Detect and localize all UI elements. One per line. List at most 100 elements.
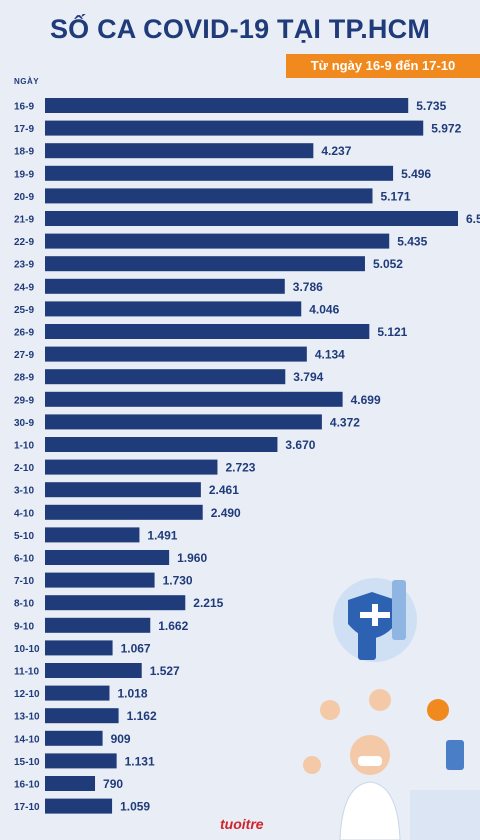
chart-title: SỐ CA COVID-19 TẠI TP.HCM (49, 14, 431, 44)
avatar-icon (303, 756, 321, 774)
category-label: 23-9 (14, 260, 34, 271)
bar (45, 391, 343, 407)
category-label: 25-9 (14, 305, 34, 316)
category-label: 27-9 (14, 350, 34, 361)
bar (45, 301, 302, 317)
category-label: 2-10 (14, 463, 34, 474)
bar (45, 753, 117, 769)
value-label: 1.018 (117, 687, 147, 701)
bar (45, 98, 409, 113)
value-label: 4.134 (315, 348, 345, 362)
bar (45, 256, 365, 272)
bar (45, 324, 370, 339)
bar (45, 437, 278, 452)
category-label: 17-9 (14, 124, 34, 135)
bar (45, 572, 155, 588)
date-range-badge: Từ ngày 16-9 đến 17-10 (286, 54, 480, 78)
bar (45, 165, 394, 181)
value-label: 1.059 (120, 800, 150, 814)
bar (45, 233, 390, 249)
category-label: 29-9 (14, 395, 34, 406)
value-label: 5.121 (377, 325, 407, 339)
bar (45, 120, 424, 136)
category-label: 24-9 (14, 282, 34, 293)
bar (45, 527, 140, 543)
bar (45, 188, 373, 204)
category-label: 26-9 (14, 328, 34, 339)
bar (45, 369, 286, 385)
category-label: 4-10 (14, 508, 34, 519)
value-label: 2.215 (193, 596, 223, 610)
value-label: 2.490 (211, 506, 241, 520)
bar (45, 776, 96, 791)
category-label: 28-9 (14, 373, 34, 384)
bar (45, 459, 218, 475)
value-label: 3.786 (293, 280, 323, 294)
category-label: 13-10 (14, 712, 40, 723)
value-label: 5.435 (397, 235, 427, 249)
avatar-icon (369, 689, 391, 711)
value-label: 5.735 (416, 99, 446, 113)
bar (45, 211, 458, 226)
bar (45, 708, 119, 724)
bar (45, 504, 203, 520)
category-label: 30-9 (14, 418, 34, 429)
bar (45, 730, 103, 746)
bar (45, 278, 285, 294)
value-label: 2.723 (225, 461, 255, 475)
bar (45, 617, 151, 633)
bar (45, 143, 314, 159)
category-label: 10-10 (14, 644, 40, 655)
category-label: 6-10 (14, 554, 34, 565)
value-label: 4.372 (330, 415, 360, 429)
hospital-icon (410, 790, 480, 840)
value-label: 1.730 (163, 574, 193, 588)
medical-illustration (303, 578, 480, 840)
heart-hands-icon (427, 699, 449, 721)
category-label: 18-9 (14, 147, 34, 158)
value-label: 4.046 (309, 302, 339, 316)
bar (45, 346, 307, 362)
value-label: 5.052 (373, 257, 403, 271)
category-label: 21-9 (14, 215, 34, 226)
category-label: 17-10 (14, 802, 40, 813)
category-label: 22-9 (14, 237, 34, 248)
value-label: 1.662 (158, 619, 188, 633)
category-label: 19-9 (14, 169, 34, 180)
category-label: 3-10 (14, 486, 34, 497)
value-label: 1.491 (147, 528, 177, 542)
value-label: 1.131 (125, 754, 155, 768)
bar (45, 798, 113, 814)
category-label: 7-10 (14, 576, 34, 587)
vaccine-vial-icon (358, 630, 376, 660)
value-label: 4.699 (351, 393, 381, 407)
category-label: 16-9 (14, 102, 34, 113)
value-label: 1.527 (150, 664, 180, 678)
value-label: 1.067 (121, 641, 151, 655)
category-label: 12-10 (14, 689, 40, 700)
bar (45, 482, 201, 498)
value-label: 2.461 (209, 483, 239, 497)
value-label: 1.162 (127, 709, 157, 723)
bar (45, 685, 110, 701)
logo: tuoitre (220, 816, 264, 832)
category-label: 5-10 (14, 531, 34, 542)
value-label: 3.670 (285, 438, 315, 452)
value-label: 909 (111, 732, 131, 746)
value-label: 4.237 (321, 144, 351, 158)
cross-icon (360, 604, 390, 626)
y-axis-label: NGÀY (14, 77, 40, 86)
category-label: 16-10 (14, 780, 40, 791)
category-label: 15-10 (14, 757, 40, 768)
value-label: 5.171 (380, 189, 410, 203)
doctor-icon (350, 735, 390, 775)
category-label: 1-10 (14, 441, 34, 452)
bar (45, 414, 322, 430)
phone-icon (446, 740, 464, 770)
value-label: 6.521 (466, 212, 480, 226)
category-label: 11-10 (14, 667, 39, 678)
bar (45, 550, 170, 565)
doctor-coat (339, 781, 401, 840)
value-label: 5.496 (401, 167, 431, 181)
